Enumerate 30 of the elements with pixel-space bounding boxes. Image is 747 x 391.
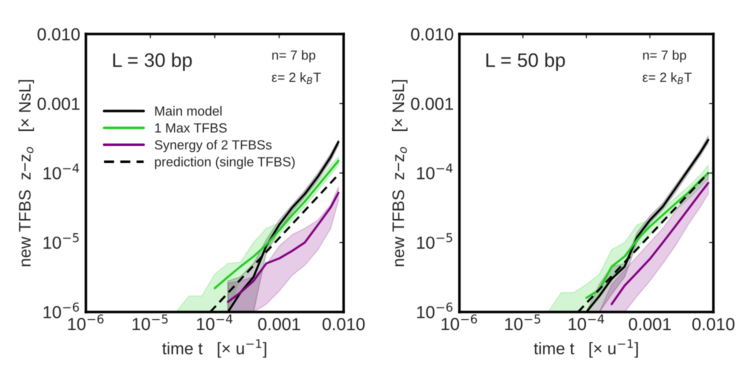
x-tick-label: 0.010 (322, 318, 365, 330)
y-tick-label: 0.010 (411, 28, 454, 40)
x-tick-label: 0.001 (258, 318, 300, 330)
legend-label: Main model (155, 106, 222, 116)
text: new TFBS z−z$_{o}$ [× NsL] (392, 80, 408, 266)
y-tick-label: 10$^{−5}$ (417, 233, 452, 249)
x-tick-label: 0.010 (692, 318, 734, 330)
text: new TFBS z−z$_{o}$ [× NsL] (18, 80, 34, 266)
annotation: n= 7 bp (272, 50, 316, 62)
x-tick-label: 10$^{−4}$ (197, 314, 232, 330)
x-tick-label: 10$^{−5}$ (505, 314, 540, 330)
legend-label: Synergy of 2 TFBSs (154, 140, 272, 152)
x-tick-label: 10$^{−5}$ (132, 314, 168, 330)
annotation: n= 7 bp (643, 50, 686, 62)
x-tick-label: 0.001 (628, 318, 671, 330)
y-tick-label: 10$^{−4}$ (44, 164, 80, 180)
annotation: L = 50 bp (486, 52, 565, 71)
annotation: ε= 2 k$_{B}$T (272, 72, 321, 84)
legend-label: prediction (single TFBS) (155, 156, 295, 170)
y-tick-label: 10$^{−5}$ (44, 233, 79, 249)
y-tick-label: 10$^{−4}$ (417, 164, 453, 180)
x-axis-title: time t [× u$^{−1}$] (162, 339, 266, 358)
y-tick-label: 0.001 (38, 98, 80, 110)
annotation: L = 30 bp (113, 52, 192, 71)
legend-label: 1 Max TFBS (155, 123, 227, 133)
y-tick-label: 0.001 (411, 98, 454, 110)
x-tick-label: 10$^{−4}$ (568, 314, 604, 330)
annotation: ε= 2 k$_{B}$T (642, 72, 692, 84)
y-tick-label: 0.010 (38, 28, 80, 40)
x-axis-title: time t [× u$^{−1}$] (534, 339, 638, 358)
